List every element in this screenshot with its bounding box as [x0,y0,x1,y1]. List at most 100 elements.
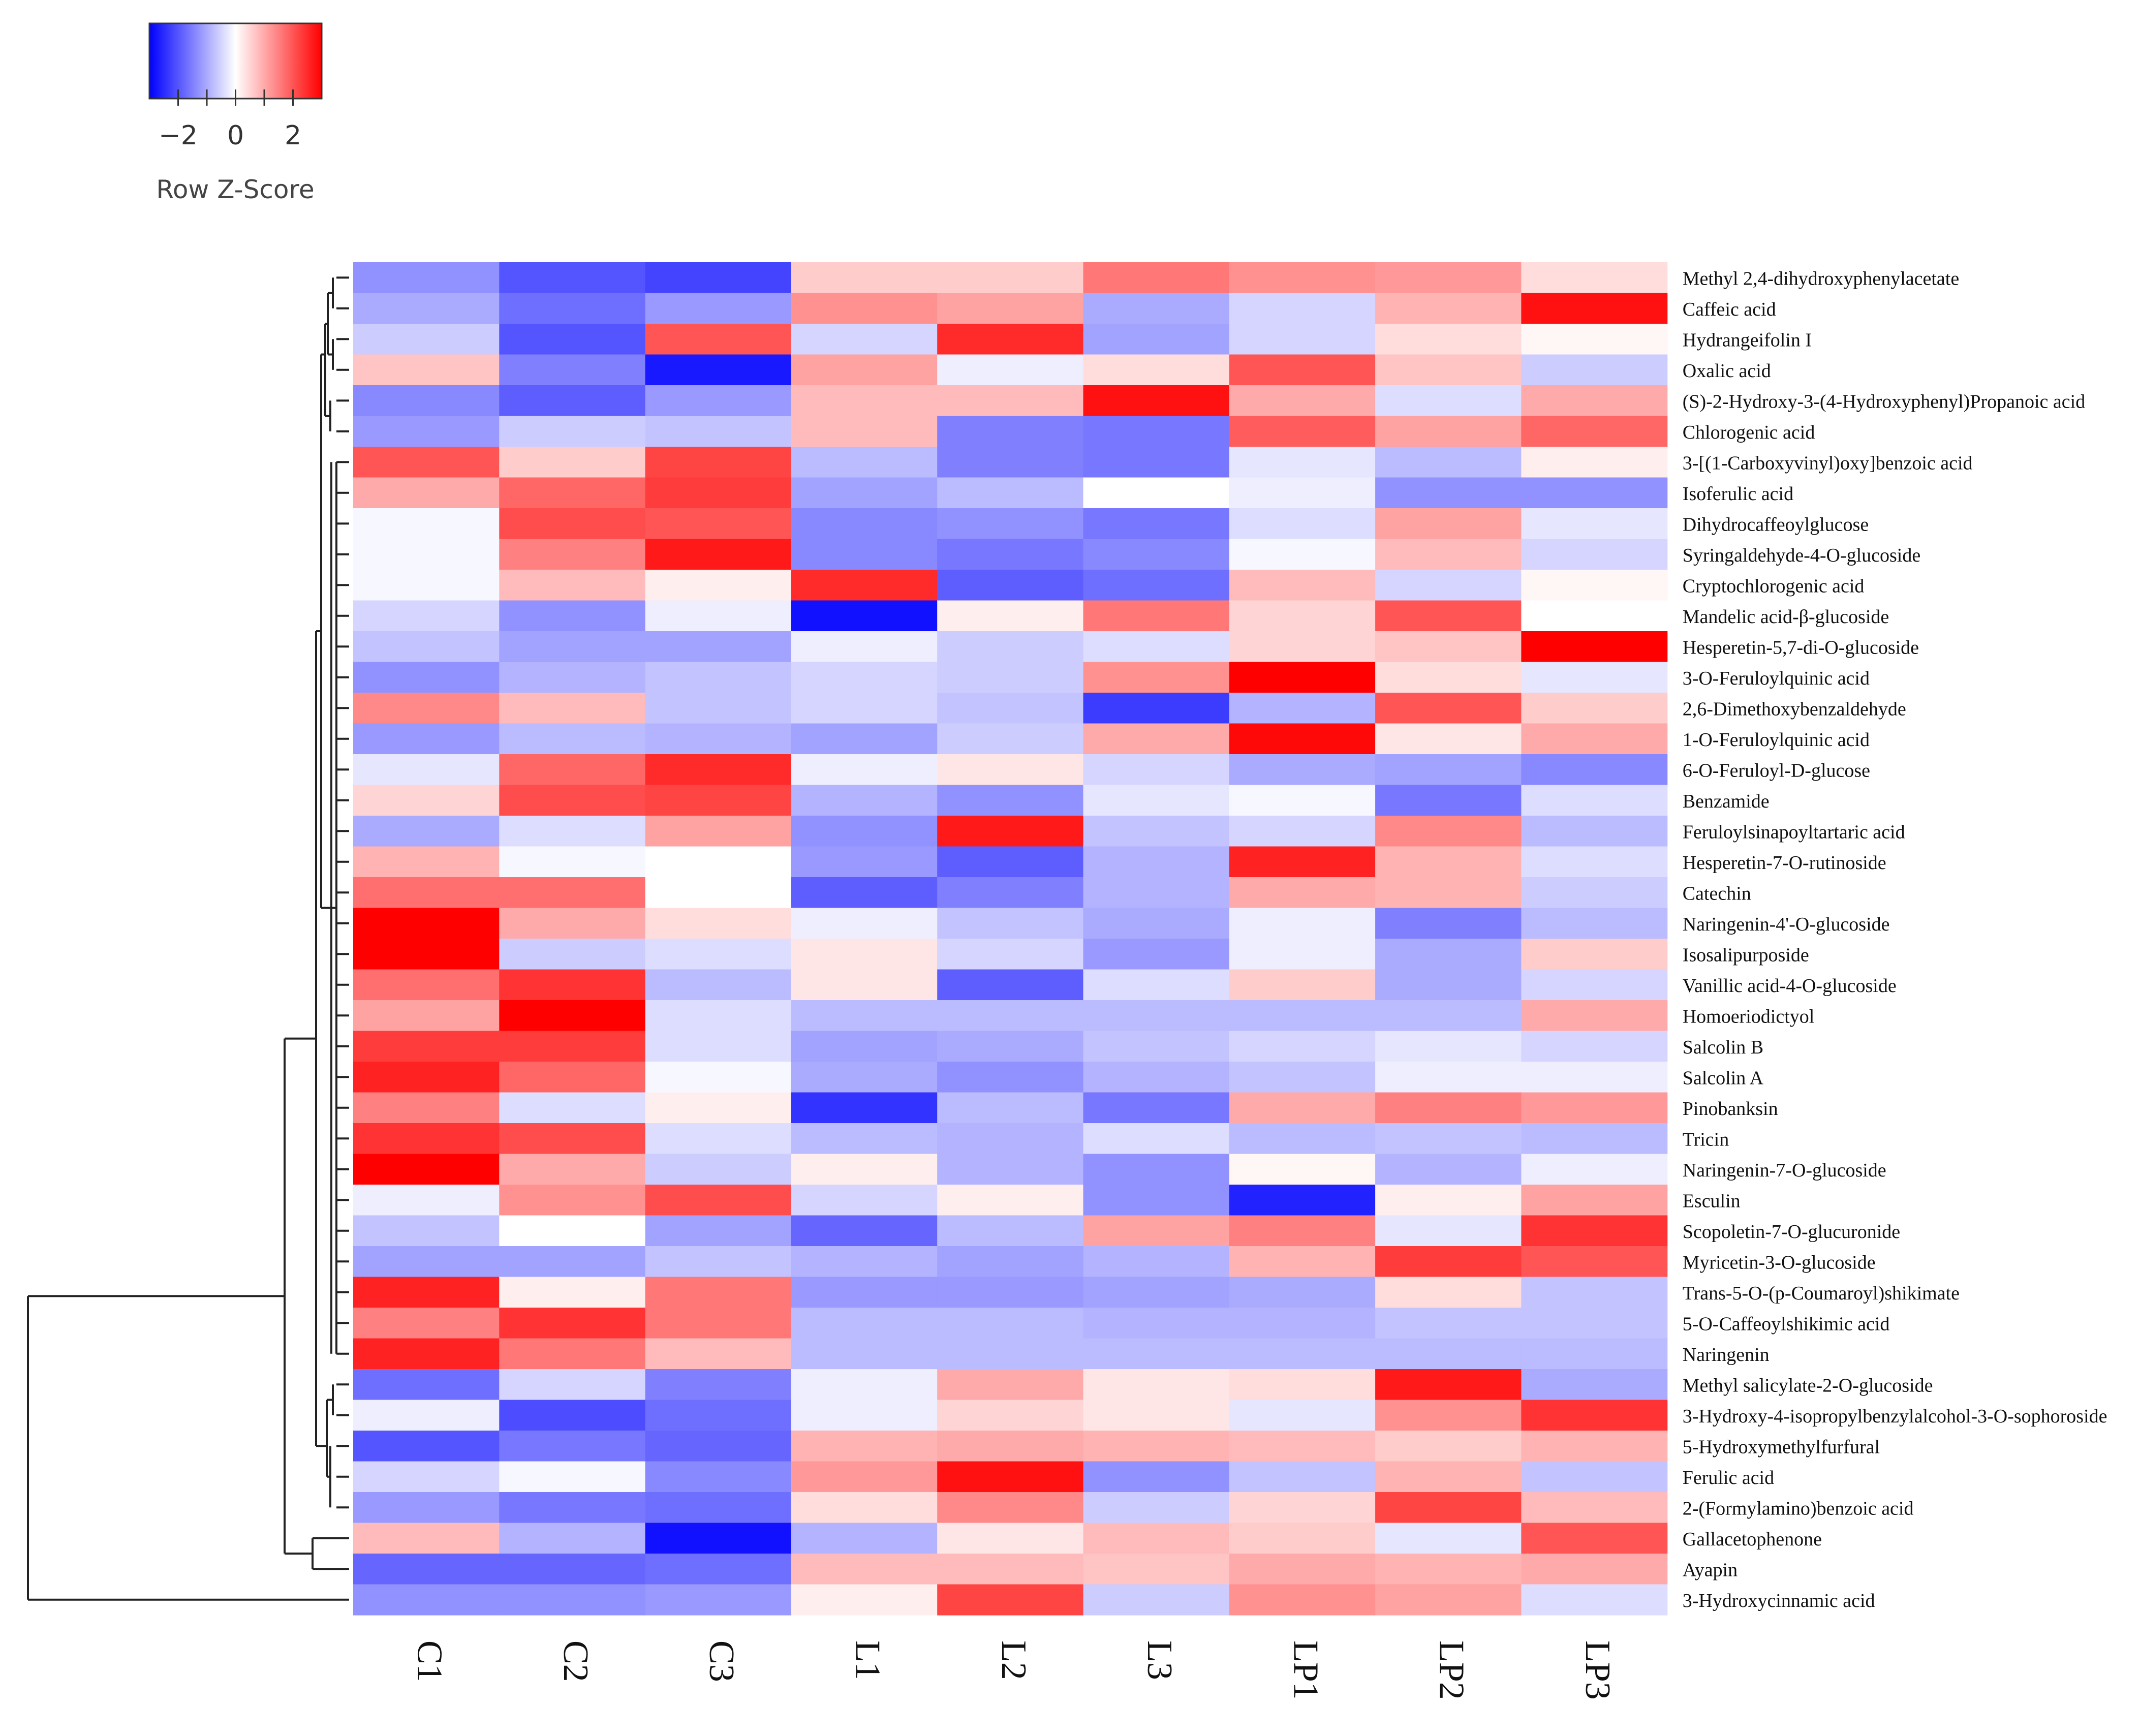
row-label: Isosalipurposide [1683,944,1809,966]
heatmap-cell [1083,1092,1230,1124]
heatmap-cell [1521,447,1668,478]
heatmap-cell [1083,662,1230,693]
heatmap-cell [1375,939,1522,970]
heatmap-cell [1083,1154,1230,1185]
heatmap-cell [1375,1492,1522,1524]
heatmap-cell [937,1400,1084,1431]
heatmap-cell [937,293,1084,324]
heatmap-cell [645,877,792,909]
heatmap-cell [1521,1431,1668,1462]
heatmap-cell [1521,1031,1668,1062]
heatmap-cell [1083,816,1230,847]
heatmap-cell [353,693,500,724]
row-label: Methyl salicylate-2-O-glucoside [1683,1375,1933,1396]
heatmap-cell [1375,877,1522,909]
heatmap-cell [791,570,938,601]
heatmap-cell [937,693,1084,724]
heatmap-cell [937,1185,1084,1216]
heatmap-cell [1375,600,1522,632]
heatmap-cell [499,631,646,663]
heatmap-cell [1521,693,1668,724]
row-label: Myricetin-3-O-glucoside [1683,1252,1876,1273]
heatmap-cell [499,1523,646,1554]
heatmap-cell [937,324,1084,355]
heatmap-cell [645,1123,792,1155]
row-label: 2-(Formylamino)benzoic acid [1683,1498,1914,1519]
heatmap-cell [791,816,938,847]
row-label: Gallacetophenone [1683,1529,1822,1550]
heatmap-cell [499,816,646,847]
row-label: 3-O-Feruloylquinic acid [1683,668,1870,689]
color-key-tick-label: 0 [227,120,244,151]
heatmap-cell [645,1000,792,1032]
heatmap-cell [1229,1031,1376,1062]
heatmap-cell [1083,1062,1230,1093]
heatmap-cell [499,969,646,1001]
heatmap-cell [937,969,1084,1001]
heatmap-cell [1521,969,1668,1001]
column-label: LP3 [1578,1640,1617,1700]
heatmap-cell [1229,785,1376,816]
column-label: C2 [556,1640,595,1682]
heatmap-cell [1375,693,1522,724]
heatmap-cell [1229,693,1376,724]
heatmap-cell [1229,1185,1376,1216]
heatmap-cell [791,1000,938,1032]
row-label: Salcolin A [1683,1067,1764,1089]
heatmap-cell [937,1461,1084,1493]
heatmap-cell [937,570,1084,601]
heatmap-cell [499,477,646,509]
heatmap-cell [1083,1246,1230,1278]
heatmap-cell [1375,1308,1522,1339]
heatmap-cell [1521,1492,1668,1524]
heatmap-cell [1229,354,1376,386]
heatmap-cell [1521,785,1668,816]
heatmap-cell [1375,1123,1522,1155]
heatmap-cell [791,846,938,878]
heatmap-cell [1083,846,1230,878]
heatmap-cell [499,877,646,909]
heatmap-cell [645,1185,792,1216]
heatmap-cell [937,1277,1084,1308]
heatmap-cell [1521,539,1668,570]
heatmap-cell [1375,508,1522,540]
heatmap-cell [645,1215,792,1247]
column-label: LP2 [1432,1640,1471,1700]
heatmap-cell [1083,1308,1230,1339]
heatmap-cell [1083,324,1230,355]
heatmap-cell [791,1400,938,1431]
heatmap-cell [499,1092,646,1124]
heatmap-cell [353,1492,500,1524]
heatmap-cell [937,1554,1084,1585]
heatmap-cell [499,1554,646,1585]
heatmap-cell [645,1584,792,1616]
heatmap-cell [1521,1000,1668,1032]
heatmap-cell [499,1246,646,1278]
heatmap-cell [1229,262,1376,294]
heatmap-cell [353,354,500,386]
heatmap-cell [791,754,938,786]
heatmap-cell [1521,1523,1668,1554]
row-label: 2,6-Dimethoxybenzaldehyde [1683,698,1906,720]
heatmap-cell [645,1246,792,1278]
heatmap-cell [645,723,792,755]
heatmap-cell [645,354,792,386]
heatmap-cell [353,908,500,939]
heatmap-cell [1083,908,1230,939]
heatmap-cell [937,1308,1084,1339]
heatmap-cell [1375,1523,1522,1554]
heatmap-cell [353,969,500,1001]
heatmap-cell [1375,1000,1522,1032]
heatmap-cell [1375,477,1522,509]
heatmap-cell [791,262,938,294]
heatmap-cell [499,693,646,724]
heatmap-cell [791,1092,938,1124]
heatmap-cell [353,570,500,601]
heatmap-cell [937,754,1084,786]
heatmap-cell [1229,723,1376,755]
row-label: 6-O-Feruloyl-D-glucose [1683,760,1870,781]
heatmap-cell [1521,1277,1668,1308]
heatmap-cell [1229,539,1376,570]
heatmap-cell [1521,1185,1668,1216]
row-label: Isoferulic acid [1683,483,1793,505]
